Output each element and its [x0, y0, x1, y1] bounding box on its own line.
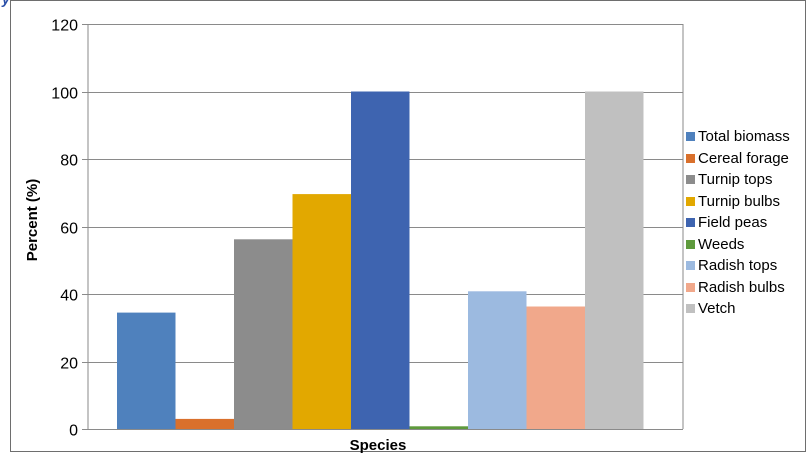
legend-label-weeds: Weeds — [698, 235, 745, 253]
bar-field-peas — [351, 91, 410, 429]
legend-label-total-biomass: Total biomass — [698, 128, 790, 146]
y-tick-label-120: 120 — [51, 18, 78, 35]
y-tick-label-60: 60 — [60, 221, 78, 238]
bar-turnip-bulbs — [292, 194, 351, 429]
y-axis-title: Percent (%) — [24, 179, 41, 262]
x-axis-title: Species — [350, 437, 407, 454]
legend: Total biomass Cereal forage Turnip tops Tur… — [686, 126, 790, 320]
y-tick-label-80: 80 — [60, 153, 78, 170]
legend-item-radish-tops: Radish tops — [686, 255, 790, 277]
y-tick-label-0: 0 — [69, 423, 78, 440]
bar-cereal-forage — [175, 418, 234, 429]
legend-label-turnip-tops: Turnip tops — [698, 171, 773, 189]
legend-label-turnip-bulbs: Turnip bulbs — [698, 192, 780, 210]
bar-radish-bulbs — [526, 306, 585, 429]
legend-swatch-radish-tops — [686, 261, 695, 271]
legend-item-cereal-forage: Cereal forage — [686, 148, 790, 170]
legend-swatch-turnip-bulbs — [686, 196, 695, 206]
cropped-heading-fragment: y — [2, 0, 10, 7]
bar-radish-tops — [468, 291, 527, 429]
legend-item-total-biomass: Total biomass — [686, 126, 790, 148]
legend-label-radish-bulbs: Radish bulbs — [698, 278, 785, 296]
legend-label-field-peas: Field peas — [698, 214, 768, 232]
legend-item-radish-bulbs: Radish bulbs — [686, 277, 790, 299]
legend-item-vetch: Vetch — [686, 298, 790, 320]
bar-vetch — [585, 91, 644, 429]
legend-item-turnip-bulbs: Turnip bulbs — [686, 191, 790, 213]
legend-swatch-vetch — [686, 304, 695, 314]
legend-item-weeds: Weeds — [686, 234, 790, 256]
legend-swatch-radish-bulbs — [686, 282, 695, 292]
bar-turnip-tops — [234, 239, 293, 429]
legend-swatch-weeds — [686, 239, 695, 249]
legend-swatch-cereal-forage — [686, 153, 695, 163]
bar-total-biomass — [117, 312, 176, 429]
legend-swatch-field-peas — [686, 218, 695, 228]
legend-item-turnip-tops: Turnip tops — [686, 169, 790, 191]
legend-swatch-turnip-tops — [686, 175, 695, 185]
bar-weeds — [409, 426, 468, 429]
legend-label-vetch: Vetch — [698, 300, 736, 318]
legend-swatch-total-biomass — [686, 132, 695, 142]
legend-label-radish-tops: Radish tops — [698, 257, 778, 275]
bars — [117, 91, 644, 429]
legend-label-cereal-forage: Cereal forage — [698, 149, 789, 167]
y-tick-label-20: 20 — [60, 356, 78, 373]
legend-item-field-peas: Field peas — [686, 212, 790, 234]
y-tick-labels: 0 20 40 60 80 100 120 — [51, 18, 78, 440]
y-tick-label-100: 100 — [51, 86, 78, 103]
y-tick-label-40: 40 — [60, 288, 78, 305]
